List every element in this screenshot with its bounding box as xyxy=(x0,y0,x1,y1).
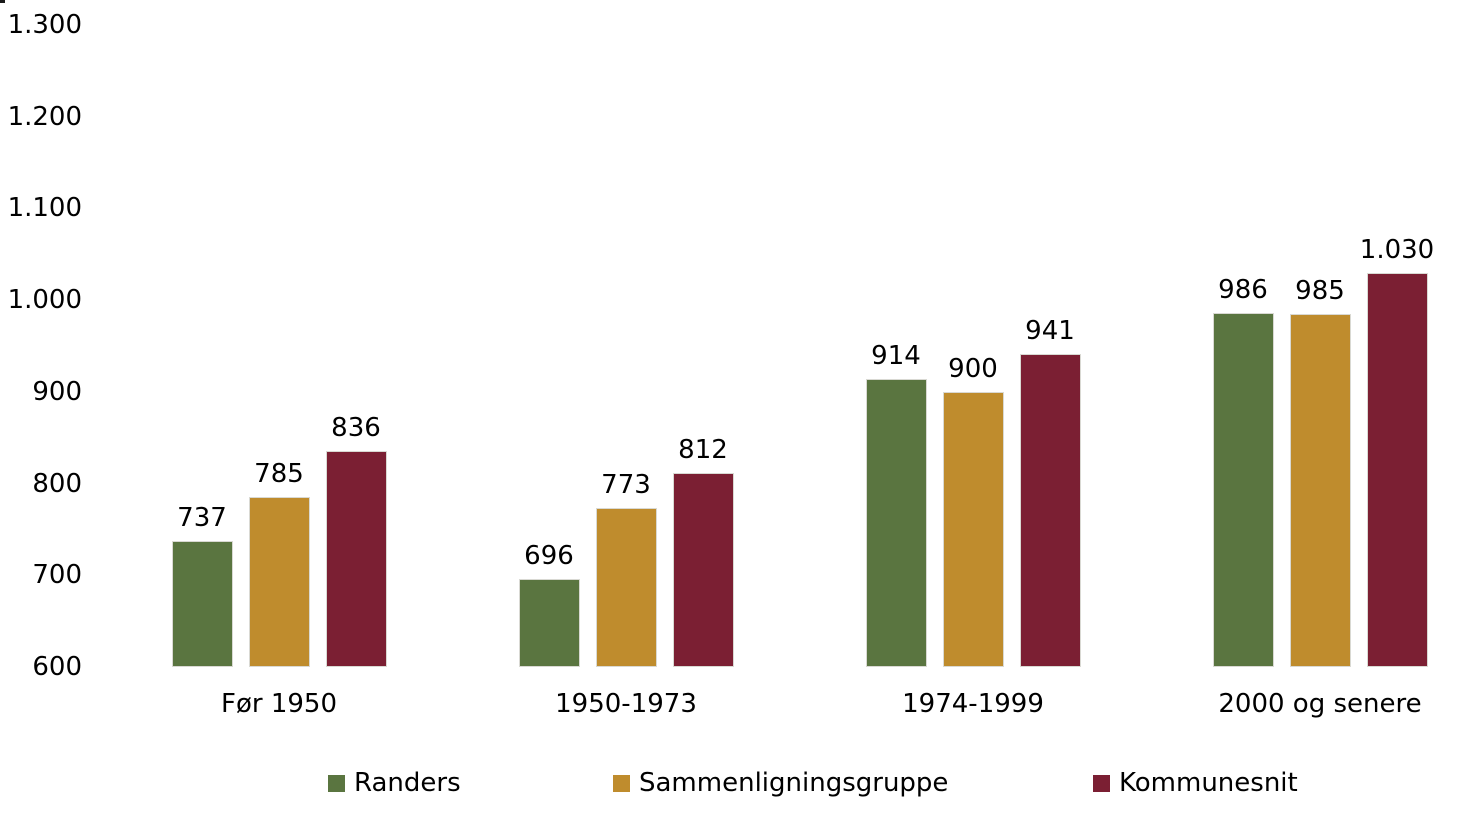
bar-kommunesnit xyxy=(672,472,734,667)
bar-kommunesnit xyxy=(1019,354,1081,667)
bar-sammenligningsgruppe xyxy=(1289,313,1351,667)
legend-item-sammenligningsgruppe: Sammenligningsgruppe xyxy=(613,768,948,798)
bar-kommunesnit xyxy=(325,450,387,667)
bar-value-label: 785 xyxy=(254,459,304,490)
bar-kommunesnit xyxy=(1366,272,1428,667)
bar-value-label: 986 xyxy=(1218,274,1268,305)
x-axis-category-label: 1950-1973 xyxy=(555,689,697,719)
x-axis-category-label: Før 1950 xyxy=(221,689,337,719)
x-axis-category-label: 2000 og senere xyxy=(1218,689,1422,719)
x-axis-category-label: 1974-1999 xyxy=(902,689,1044,719)
bar-randers xyxy=(171,541,233,667)
legend-swatch xyxy=(1093,774,1110,792)
bar-value-label: 985 xyxy=(1295,275,1345,306)
bar-value-label: 941 xyxy=(1025,316,1075,347)
bar-value-label: 737 xyxy=(177,503,227,534)
bar-sammenligningsgruppe xyxy=(595,508,657,667)
legend-label: Randers xyxy=(354,768,461,798)
bar-value-label: 914 xyxy=(871,341,921,372)
y-axis-tick-label: 600 xyxy=(32,652,82,682)
legend-label: Kommunesnit xyxy=(1119,768,1298,798)
y-axis-tick-label: 1.300 xyxy=(7,10,82,40)
bar-value-label: 900 xyxy=(948,353,998,384)
y-axis-tick-label: 700 xyxy=(32,560,82,591)
bar-value-label: 1.030 xyxy=(1359,234,1435,265)
y-axis-tick-label: 1.200 xyxy=(7,101,82,132)
bar-value-label: 812 xyxy=(678,434,728,465)
bar-value-label: 696 xyxy=(524,540,574,571)
legend-label: Sammenligningsgruppe xyxy=(639,768,949,798)
bar-sammenligningsgruppe xyxy=(942,391,1004,667)
bar-sammenligningsgruppe xyxy=(248,497,310,667)
legend-swatch xyxy=(613,774,630,792)
legend-swatch xyxy=(328,774,345,792)
legend: Randers Sammenligningsgruppe Kommunesnit xyxy=(0,768,1474,802)
y-axis-tick-label: 800 xyxy=(32,468,82,499)
bar-value-label: 773 xyxy=(601,470,651,501)
y-axis-tick-label: 900 xyxy=(32,376,82,407)
bar-randers xyxy=(1212,312,1274,667)
y-axis-tick-label: 1.100 xyxy=(7,193,82,224)
legend-item-kommunesnit: Kommunesnit xyxy=(1093,768,1298,798)
y-axis-tick-label: 1.000 xyxy=(7,285,82,316)
bar-randers xyxy=(865,379,927,667)
bar-value-label: 836 xyxy=(331,412,381,443)
legend-item-randers: Randers xyxy=(328,768,461,798)
bar-randers xyxy=(518,578,580,667)
crop-artifact xyxy=(0,0,5,3)
